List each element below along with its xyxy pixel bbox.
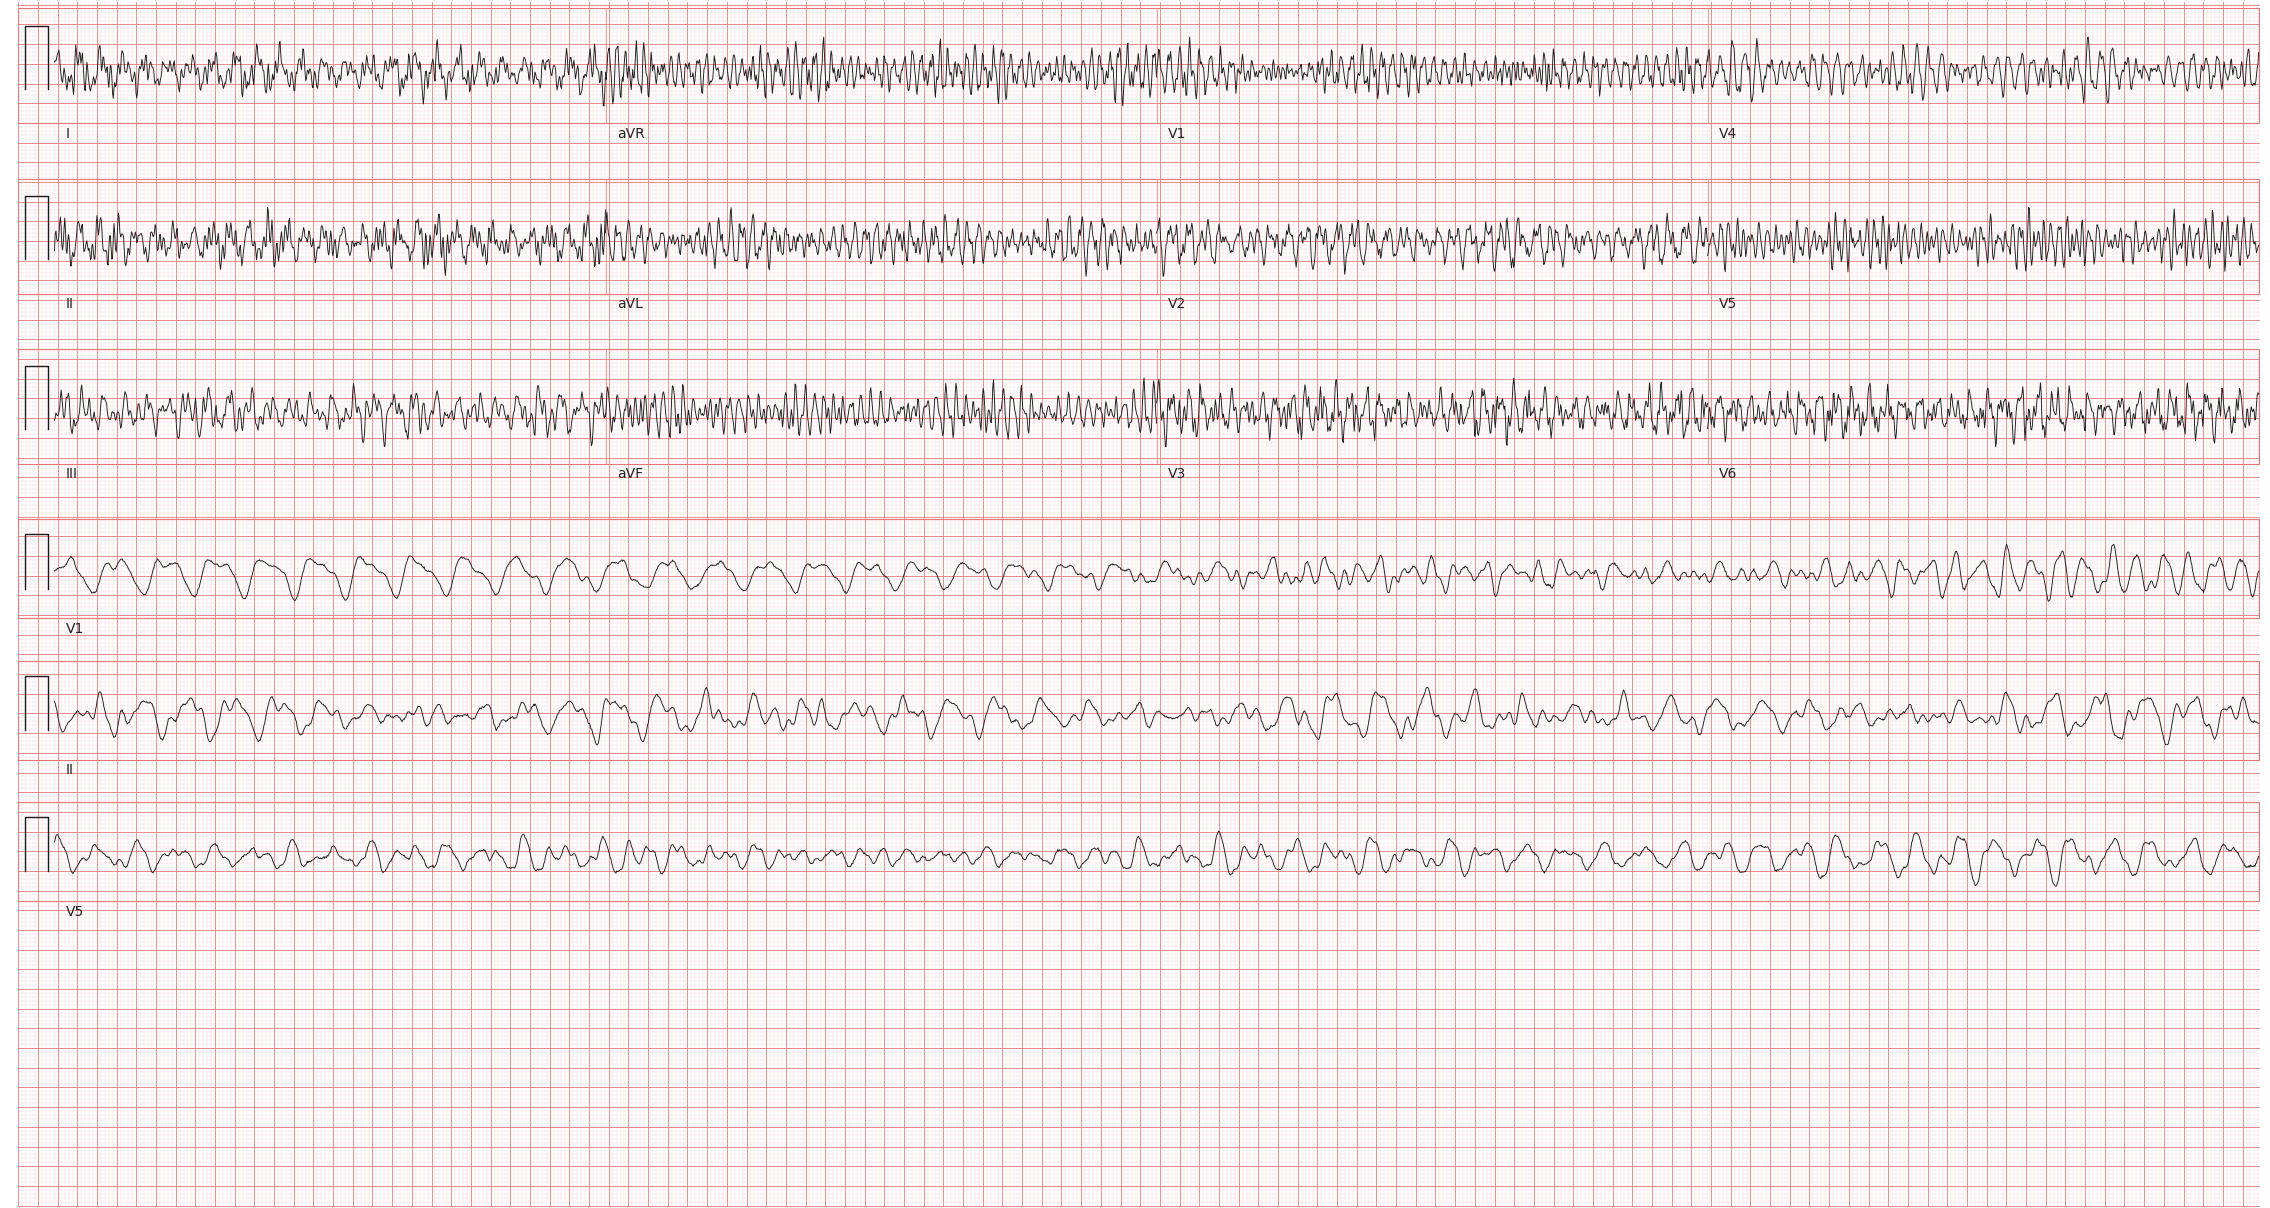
Bar (18, 519, 2259, 618)
Text: V3: V3 (1167, 467, 1187, 482)
Text: V2: V2 (1167, 297, 1187, 312)
Text: aVR: aVR (617, 127, 645, 141)
Text: II: II (66, 763, 75, 778)
Text: V1: V1 (66, 622, 84, 637)
Text: aVF: aVF (617, 467, 642, 482)
Text: aVL: aVL (617, 297, 642, 312)
Bar (18, 349, 2259, 464)
Text: V1: V1 (1167, 127, 1187, 141)
Text: V6: V6 (1718, 467, 1737, 482)
Text: III: III (66, 467, 77, 482)
Text: I: I (66, 127, 70, 141)
Bar (18, 802, 2259, 901)
Bar (18, 8, 2259, 123)
Bar (18, 661, 2259, 760)
Text: V5: V5 (66, 905, 84, 919)
Bar (18, 179, 2259, 294)
Text: II: II (66, 297, 75, 312)
Text: V4: V4 (1718, 127, 1737, 141)
Text: V5: V5 (1718, 297, 1737, 312)
